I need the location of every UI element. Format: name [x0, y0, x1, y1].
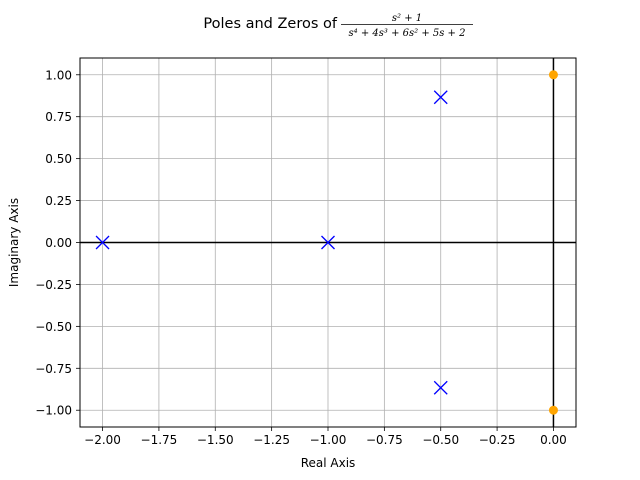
- x-tick-label: −0.75: [366, 433, 403, 447]
- pole-marker: [321, 235, 335, 250]
- y-tick-label: −0.50: [35, 320, 72, 334]
- y-tick-label: 0.75: [45, 110, 72, 124]
- chart-title-denominator: s⁴ + 4s³ + 6s² + 5s + 2: [349, 28, 466, 39]
- y-tick-label: −1.00: [35, 404, 72, 418]
- y-tick-label: 0.00: [45, 236, 72, 250]
- chart-title-prefix: Poles and Zeros of: [203, 16, 338, 32]
- x-axis: −2.00 −1.75 −1.50 −1.25 −1.00 −0.75 −0.50 −0.25…: [84, 427, 567, 447]
- x-tick-label: −1.25: [253, 433, 290, 447]
- chart-title-numerator: s² + 1: [392, 13, 422, 24]
- y-tick-label: −0.75: [35, 362, 72, 376]
- pole-marker: [433, 380, 448, 395]
- zero-marker: [548, 70, 558, 80]
- x-tick-label: −0.50: [422, 433, 459, 447]
- x-tick-label: −2.00: [84, 433, 121, 447]
- x-tick-label: −1.00: [310, 433, 347, 447]
- x-tick-label: −1.75: [141, 433, 178, 447]
- y-axis: −1.00 −0.75 −0.50 −0.25 0.00 0.25 0.50 0.75 1.00: [35, 68, 80, 418]
- x-tick-label: 0.00: [540, 433, 567, 447]
- x-tick-label: −0.25: [479, 433, 516, 447]
- pole-marker: [95, 235, 110, 250]
- y-tick-label: 0.25: [45, 194, 72, 208]
- y-tick-label: −0.25: [35, 278, 72, 292]
- y-tick-label: 1.00: [45, 68, 72, 82]
- y-axis-label: Imaginary Axis: [7, 198, 21, 287]
- y-tick-label: 0.50: [45, 152, 72, 166]
- chart-title: Poles and Zeros of s² + 1 s⁴ + 4s³ + 6s²…: [203, 13, 473, 39]
- x-tick-label: −1.50: [197, 433, 234, 447]
- zero-marker: [548, 405, 558, 415]
- x-axis-label: Real Axis: [301, 456, 356, 470]
- pole-marker: [433, 90, 448, 105]
- data-marks: [95, 70, 558, 415]
